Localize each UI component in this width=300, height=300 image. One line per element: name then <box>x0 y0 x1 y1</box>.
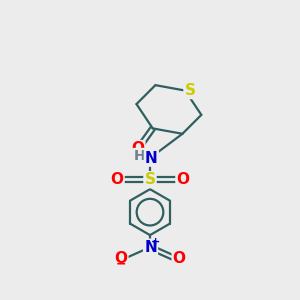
Text: O: O <box>131 141 144 156</box>
Text: S: S <box>145 172 155 187</box>
Text: N: N <box>145 151 158 166</box>
Text: O: O <box>173 250 186 266</box>
Text: +: + <box>151 237 160 247</box>
Text: −: − <box>116 257 126 271</box>
Text: S: S <box>184 83 196 98</box>
Text: O: O <box>114 250 127 266</box>
Text: O: O <box>176 172 190 187</box>
Text: N: N <box>144 240 157 255</box>
Text: H: H <box>134 149 146 163</box>
Text: O: O <box>110 172 124 187</box>
